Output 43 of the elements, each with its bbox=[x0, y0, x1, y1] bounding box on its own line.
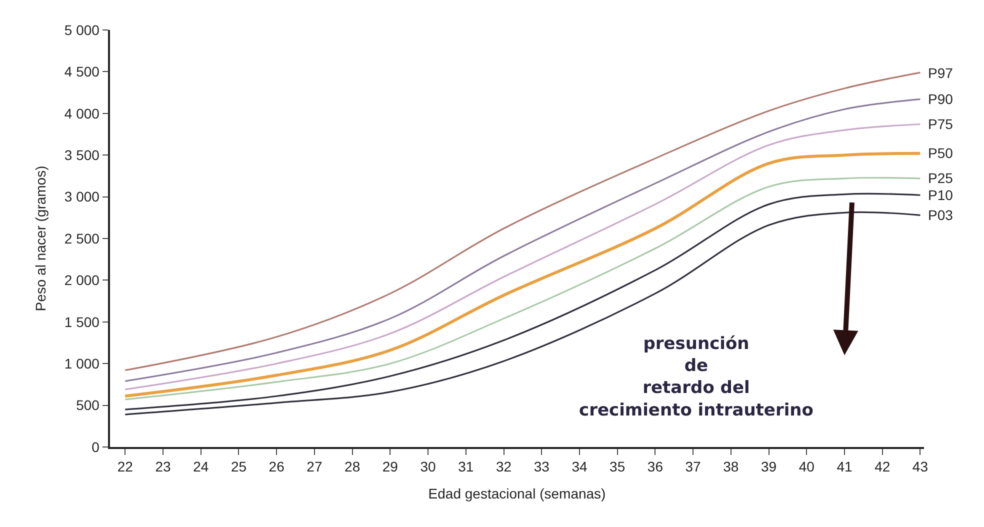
y-tick-label: 0 bbox=[92, 438, 100, 455]
y-tick-label: 2 000 bbox=[64, 272, 100, 288]
x-tick-label: 25 bbox=[230, 458, 247, 475]
series-label: P97 bbox=[928, 65, 954, 81]
x-tick-label: 24 bbox=[193, 458, 209, 475]
x-tick-label: 37 bbox=[685, 458, 702, 475]
x-tick-label: 26 bbox=[268, 458, 285, 475]
x-tick-label: 41 bbox=[836, 458, 852, 475]
annotation: presunción de retardo del crecimiento intrauterino bbox=[579, 334, 814, 420]
x-tick-label: 42 bbox=[874, 458, 890, 475]
x-tick-label: 43 bbox=[912, 458, 928, 475]
x-tick-label: 29 bbox=[382, 458, 398, 475]
y-tick-label: 3 500 bbox=[64, 147, 100, 163]
y-tick-label: 1 500 bbox=[64, 314, 100, 330]
y-tick-label: 3 000 bbox=[64, 188, 100, 205]
y-tick-label: 1 000 bbox=[64, 356, 100, 372]
y-tick-label: 4 000 bbox=[64, 105, 100, 122]
series-label: P10 bbox=[928, 187, 954, 203]
x-tick-label: 30 bbox=[420, 458, 436, 475]
x-tick-label: 32 bbox=[496, 458, 512, 475]
x-tick-label: 36 bbox=[647, 458, 664, 475]
y-tick-label: 500 bbox=[76, 397, 100, 414]
x-tick-label: 39 bbox=[760, 458, 777, 475]
series-label: P90 bbox=[928, 91, 954, 107]
x-tick-label: 22 bbox=[117, 458, 134, 475]
y-tick-label: 2 500 bbox=[64, 230, 100, 246]
series-label: P75 bbox=[928, 116, 954, 132]
y-axis-title: Peso al nacer (gramos) bbox=[32, 166, 49, 312]
x-tick-label: 27 bbox=[306, 458, 322, 475]
x-tick-label: 33 bbox=[534, 458, 550, 475]
x-tick-label: 28 bbox=[344, 458, 360, 475]
x-tick-label: 40 bbox=[798, 458, 815, 475]
series-label: P50 bbox=[928, 145, 954, 161]
y-tick-label: 4 500 bbox=[64, 64, 100, 80]
x-tick-label: 35 bbox=[610, 458, 626, 475]
y-tick-label: 5 000 bbox=[64, 22, 100, 38]
x-tick-label: 38 bbox=[723, 458, 739, 475]
x-tick-label: 34 bbox=[572, 458, 588, 475]
x-tick-label: 31 bbox=[458, 458, 474, 475]
x-tick-label: 23 bbox=[155, 458, 171, 475]
series-label: P03 bbox=[928, 207, 954, 223]
x-axis-title: Edad gestacional (semanas) bbox=[428, 485, 606, 502]
series-label: P25 bbox=[928, 170, 954, 186]
